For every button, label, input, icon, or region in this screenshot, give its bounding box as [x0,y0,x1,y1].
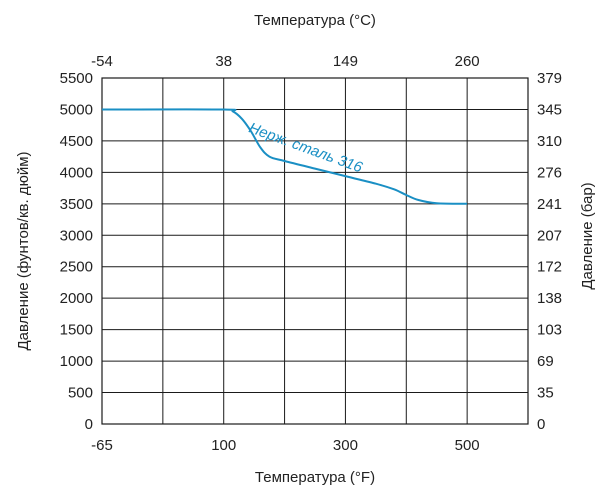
y2-tick-label: 345 [537,101,562,118]
y-tick-label: 5000 [60,101,93,118]
x-axis-title: Температура (°F) [255,469,375,486]
y-tick-label: 3000 [60,227,93,244]
x2-tick-label: 38 [215,53,232,70]
tick-labels: -65 100 300 500 -54 38 149 260 0 500 1000 1500 2000 2… [60,53,562,454]
y2-tick-label: 103 [537,322,562,339]
plot-frame [101,77,529,425]
x-tick-label: 300 [333,437,358,454]
y-tick-label: 1000 [60,353,93,370]
x-tick-label: 100 [211,437,236,454]
series-line [101,108,468,205]
y2-tick-label: 0 [537,416,545,433]
y-tick-label: 5500 [60,70,93,87]
x2-axis-title: Температура (°C) [254,12,376,29]
series-label: Нерж. сталь 316 [247,120,366,177]
y-tick-label: 3500 [60,196,93,213]
y-tick-label: 2000 [60,290,93,307]
x2-tick-label: 149 [333,53,358,70]
y2-tick-label: 207 [537,227,562,244]
y-tick-label: 4000 [60,164,93,181]
y-tick-label: 2500 [60,259,93,276]
y2-tick-label: 379 [537,70,562,87]
y-tick-label: 500 [68,385,93,402]
y2-tick-label: 35 [537,385,554,402]
y2-tick-label: 241 [537,196,562,213]
y2-tick-label: 69 [537,353,554,370]
y2-tick-label: 310 [537,133,562,150]
x-tick-label: 500 [455,437,480,454]
x2-tick-label: 260 [455,53,480,70]
y2-tick-label: 276 [537,164,562,181]
y2-tick-label: 172 [537,259,562,276]
x2-tick-label: -54 [91,53,113,70]
y-tick-label: 4500 [60,133,93,150]
grid-lines [102,78,528,424]
y-axis-title: Давление (фунтов/кв. дюйм) [15,151,32,350]
y2-axis-title: Давление (бар) [579,182,596,289]
y-tick-label: 0 [85,416,93,433]
x-tick-label: -65 [91,437,113,454]
y-tick-label: 1500 [60,322,93,339]
y2-tick-label: 138 [537,290,562,307]
